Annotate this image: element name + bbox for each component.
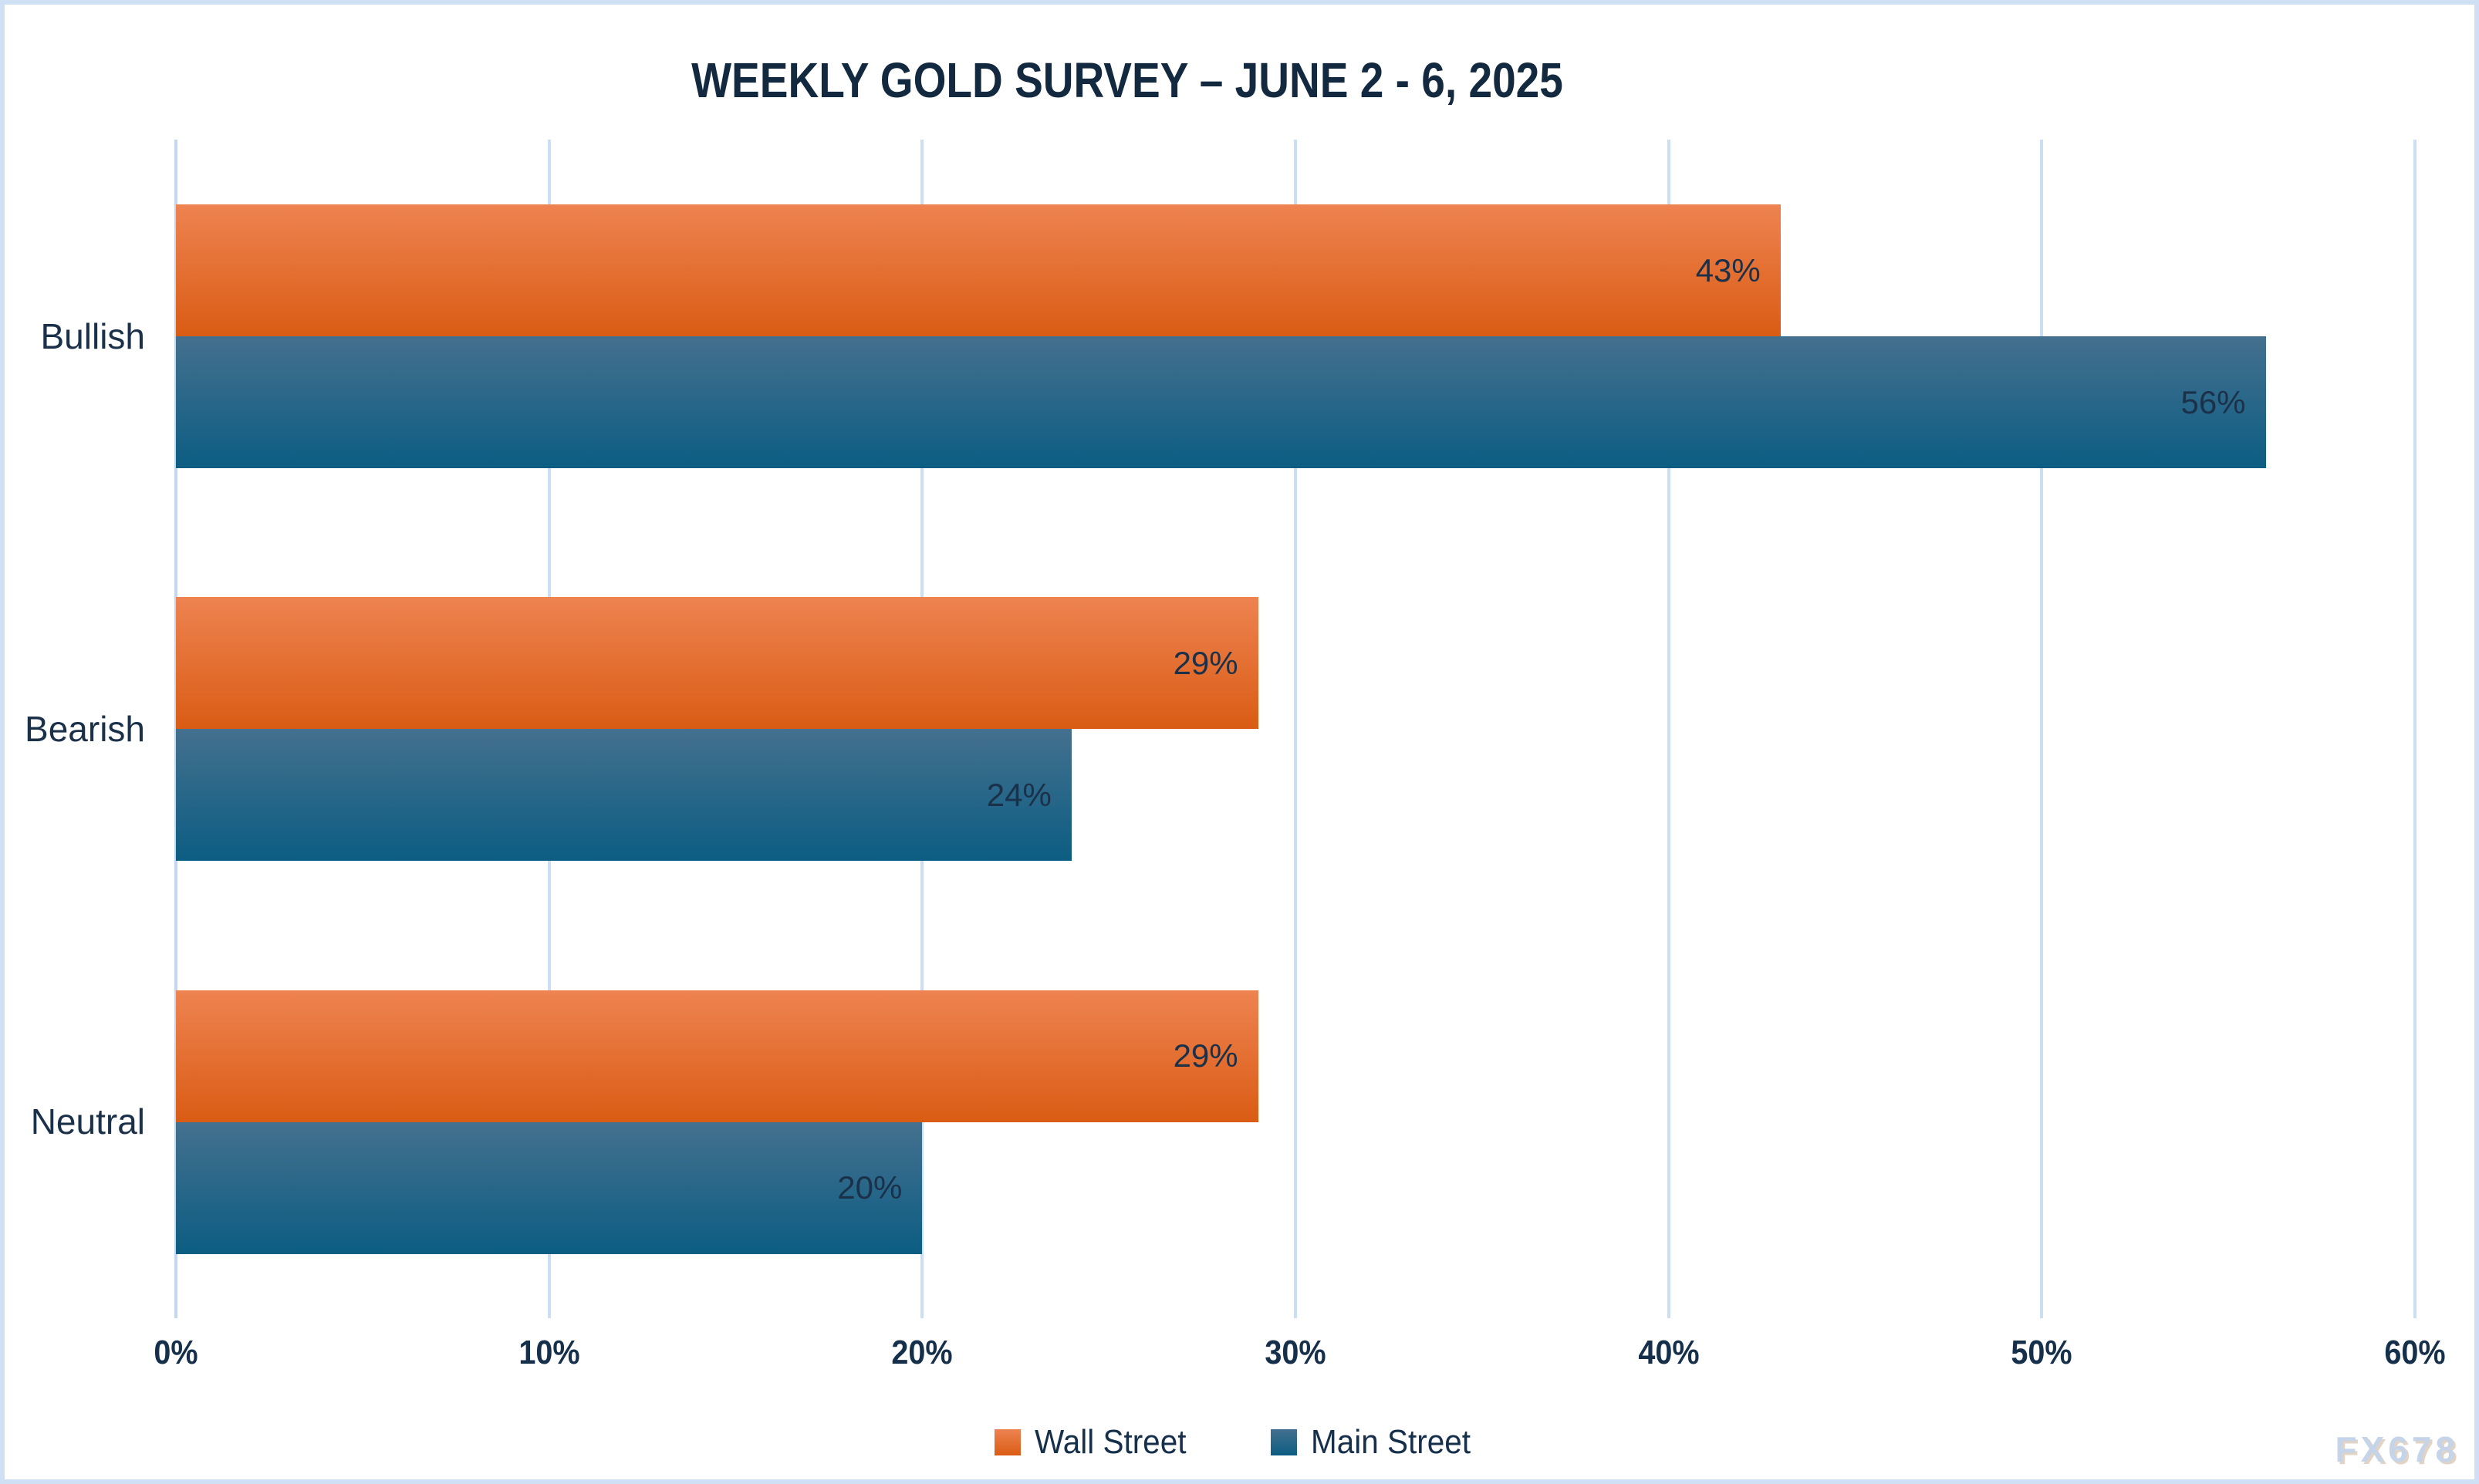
bar-neutral-main-street: 20%: [176, 1121, 923, 1254]
gridline-60: [2413, 140, 2417, 1318]
bar-neutral-wall-street: 29%: [176, 990, 1258, 1122]
x-tick-label: 50%: [2011, 1334, 2072, 1371]
bar-data-label: 29%: [1173, 1037, 1238, 1074]
legend: Wall Street Main Street: [5, 1421, 2474, 1464]
gridline-50: [2040, 140, 2044, 1318]
legend-swatch-icon: [995, 1429, 1022, 1455]
category-label-bearish: Bearish: [25, 709, 145, 749]
bar-data-label: 56%: [2180, 383, 2246, 420]
x-tick-label: 60%: [2384, 1334, 2446, 1371]
bar-data-label: 29%: [1173, 644, 1238, 681]
bar-bullish-main-street: 56%: [176, 336, 2266, 468]
x-tick-label: 10%: [518, 1334, 580, 1371]
plot-area: 43% 56% 29% 24% 29% 20%: [174, 140, 2417, 1318]
legend-item-wall-street: Wall Street: [995, 1423, 1200, 1462]
legend-swatch-icon: [1270, 1429, 1297, 1455]
bar-bearish-wall-street: 29%: [176, 597, 1258, 730]
bar-data-label: 20%: [837, 1169, 903, 1206]
legend-label: Main Street: [1310, 1423, 1471, 1461]
x-tick-label: 40%: [1638, 1334, 1700, 1371]
watermark: FX678: [2335, 1429, 2459, 1469]
bar-bearish-main-street: 24%: [176, 729, 1072, 862]
bar-data-label: 43%: [1695, 251, 1761, 288]
gridline-30: [1294, 140, 1297, 1318]
gridline-40: [1667, 140, 1670, 1318]
x-tick-label: 20%: [891, 1334, 953, 1371]
bar-data-label: 24%: [986, 776, 1052, 813]
x-tick-label: 30%: [1265, 1334, 1326, 1371]
category-label-neutral: Neutral: [30, 1101, 145, 1142]
category-label-bullish: Bullish: [40, 315, 145, 356]
x-tick-label: 0%: [154, 1334, 198, 1371]
legend-label: Wall Street: [1035, 1423, 1187, 1461]
bar-bullish-wall-street: 43%: [176, 204, 1781, 336]
legend-item-main-street: Main Street: [1270, 1423, 1484, 1462]
chart-title: WEEKLY GOLD SURVEY – JUNE 2 - 6, 2025: [691, 52, 1563, 108]
